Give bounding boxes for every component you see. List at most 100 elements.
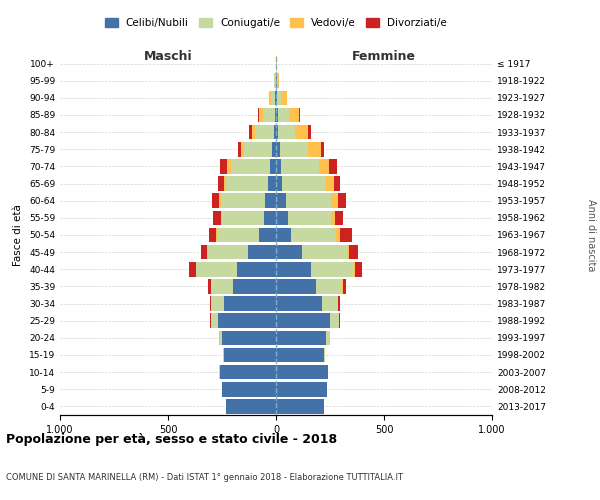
Bar [275,90,276,105]
Bar [226,399,276,413]
Bar [276,90,277,105]
Bar [276,365,328,380]
Bar [276,279,316,293]
Bar [214,210,276,225]
Bar [274,125,276,140]
Bar [276,382,327,396]
Bar [276,125,308,140]
Bar [276,159,337,174]
Bar [210,314,276,328]
Bar [218,314,276,328]
Bar [255,125,276,140]
Bar [276,365,328,380]
Bar [218,176,276,191]
Bar [276,74,278,88]
Bar [276,74,277,88]
Bar [276,314,340,328]
Bar [259,228,276,242]
Bar [276,330,331,345]
Bar [212,194,276,208]
Bar [276,330,329,345]
Bar [220,365,276,380]
Bar [276,194,286,208]
Bar [221,382,276,396]
Bar [258,108,276,122]
Bar [264,210,276,225]
Text: Popolazione per età, sesso e stato civile - 2018: Popolazione per età, sesso e stato civil… [6,432,337,446]
Bar [223,348,276,362]
Bar [276,108,299,122]
Bar [274,74,276,88]
Bar [276,210,335,225]
Bar [230,159,276,174]
Bar [248,245,276,260]
Bar [276,245,349,260]
Bar [217,228,276,242]
Bar [226,399,276,413]
Bar [220,365,276,380]
Bar [221,382,276,396]
Bar [276,176,340,191]
Bar [211,314,276,328]
Bar [233,279,276,293]
Bar [276,365,328,380]
Bar [276,194,331,208]
Bar [276,74,280,88]
Bar [276,90,287,105]
Bar [271,90,276,105]
Bar [219,194,276,208]
Bar [276,348,323,362]
Bar [276,228,340,242]
Bar [209,296,276,311]
Bar [224,176,276,191]
Bar [268,176,276,191]
Bar [276,108,278,122]
Bar [222,382,276,396]
Bar [276,56,277,71]
Bar [276,279,343,293]
Bar [263,108,276,122]
Bar [241,142,276,156]
Bar [222,330,276,345]
Bar [220,159,276,174]
Bar [226,399,276,413]
Bar [276,314,330,328]
Bar [211,296,276,311]
Bar [196,262,276,276]
Bar [269,90,276,105]
Bar [276,194,338,208]
Bar [276,382,327,396]
Bar [224,348,276,362]
Bar [223,348,276,362]
Bar [276,296,338,311]
Bar [276,142,280,156]
Bar [220,365,276,380]
Bar [276,348,325,362]
Bar [189,262,276,276]
Bar [274,74,276,88]
Bar [269,90,276,105]
Bar [276,159,281,174]
Bar [221,194,276,208]
Bar [237,262,276,276]
Bar [276,228,291,242]
Bar [276,399,324,413]
Bar [276,314,338,328]
Bar [276,125,295,140]
Bar [226,399,276,413]
Bar [276,210,288,225]
Bar [223,348,276,362]
Bar [276,90,281,105]
Bar [275,108,276,122]
Bar [211,279,276,293]
Bar [276,330,330,345]
Bar [265,194,276,208]
Bar [251,125,276,140]
Bar [276,348,325,362]
Bar [276,399,323,413]
Bar [276,142,324,156]
Bar [215,228,276,242]
Bar [276,399,324,413]
Bar [209,228,276,242]
Bar [276,245,302,260]
